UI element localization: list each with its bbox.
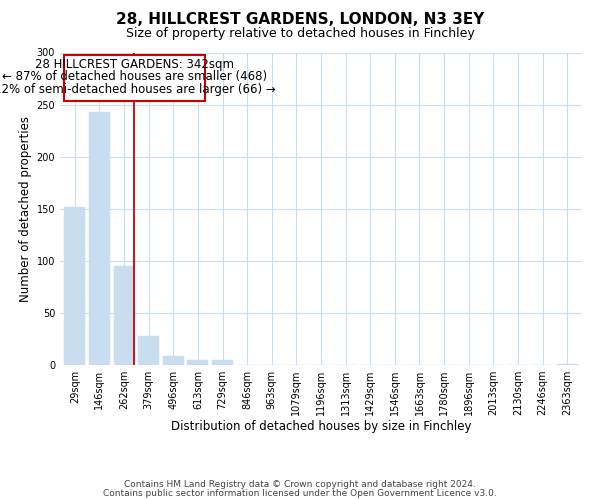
Text: Size of property relative to detached houses in Finchley: Size of property relative to detached ho… bbox=[125, 28, 475, 40]
Bar bbox=[89, 112, 110, 365]
Text: 12% of semi-detached houses are larger (66) →: 12% of semi-detached houses are larger (… bbox=[0, 82, 275, 96]
Bar bbox=[163, 356, 184, 365]
Text: 28, HILLCREST GARDENS, LONDON, N3 3EY: 28, HILLCREST GARDENS, LONDON, N3 3EY bbox=[116, 12, 484, 28]
X-axis label: Distribution of detached houses by size in Finchley: Distribution of detached houses by size … bbox=[171, 420, 471, 432]
Text: 28 HILLCREST GARDENS: 342sqm: 28 HILLCREST GARDENS: 342sqm bbox=[35, 58, 234, 70]
Text: Contains HM Land Registry data © Crown copyright and database right 2024.: Contains HM Land Registry data © Crown c… bbox=[124, 480, 476, 489]
Bar bbox=[212, 360, 233, 365]
Y-axis label: Number of detached properties: Number of detached properties bbox=[19, 116, 32, 302]
Bar bbox=[138, 336, 159, 365]
FancyBboxPatch shape bbox=[64, 54, 205, 102]
Bar bbox=[557, 364, 578, 365]
Text: Contains public sector information licensed under the Open Government Licence v3: Contains public sector information licen… bbox=[103, 488, 497, 498]
Bar bbox=[113, 266, 134, 365]
Bar bbox=[187, 360, 208, 365]
Bar bbox=[64, 206, 85, 365]
Text: ← 87% of detached houses are smaller (468): ← 87% of detached houses are smaller (46… bbox=[2, 70, 267, 83]
